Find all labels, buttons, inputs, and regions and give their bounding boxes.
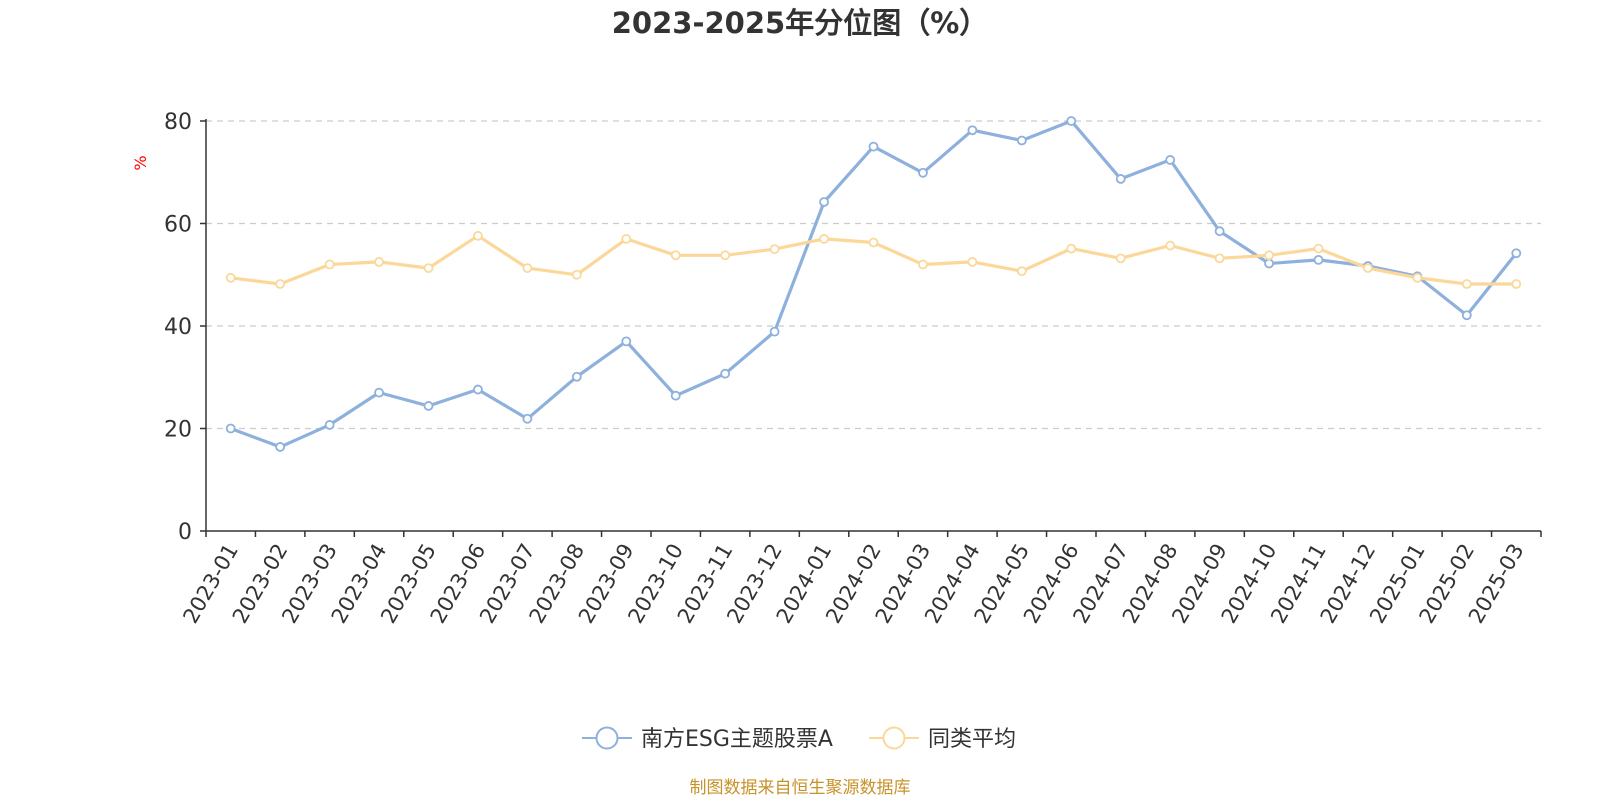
y-tick-label: 60 bbox=[164, 213, 192, 238]
y-tick-label: 40 bbox=[164, 315, 192, 340]
data-point bbox=[1264, 258, 1274, 269]
data-point bbox=[769, 244, 780, 255]
data-point bbox=[1066, 243, 1077, 254]
y-tick-labels: 0 20 40 60 80 bbox=[164, 110, 192, 545]
data-point bbox=[1066, 116, 1077, 126]
data-point bbox=[621, 233, 632, 244]
data-point bbox=[918, 167, 928, 178]
legend[interactable]: 南方ESG主题股票A 同类平均 bbox=[582, 726, 1016, 752]
series-line bbox=[230, 119, 1518, 449]
data-point bbox=[522, 263, 533, 273]
data-point bbox=[324, 420, 335, 430]
data-point bbox=[275, 442, 286, 452]
data-point bbox=[1511, 248, 1522, 259]
legend-marker bbox=[882, 726, 906, 750]
data-point bbox=[1264, 250, 1274, 261]
data-point bbox=[324, 259, 335, 270]
data-point bbox=[918, 259, 928, 270]
data-point bbox=[868, 141, 879, 152]
series-2 bbox=[225, 230, 1522, 289]
data-point bbox=[1461, 279, 1472, 289]
data-point bbox=[1412, 272, 1423, 283]
legend-item-1[interactable]: 南方ESG主题股票A bbox=[582, 726, 833, 752]
data-point bbox=[1016, 135, 1027, 146]
series-1 bbox=[225, 116, 1522, 452]
data-point bbox=[374, 257, 384, 267]
data-point bbox=[1461, 310, 1472, 321]
data-point bbox=[720, 250, 731, 261]
y-tick-label: 80 bbox=[164, 110, 192, 135]
data-point bbox=[967, 125, 978, 136]
data-point bbox=[1313, 243, 1324, 254]
data-point bbox=[819, 197, 829, 207]
data-point bbox=[819, 233, 829, 244]
data-point bbox=[1016, 266, 1027, 277]
series-lines bbox=[225, 116, 1522, 452]
data-point bbox=[1165, 240, 1176, 251]
legend-label: 南方ESG主题股票A bbox=[641, 727, 833, 752]
data-point bbox=[1115, 253, 1126, 264]
data-point bbox=[1115, 174, 1126, 184]
data-point bbox=[621, 336, 632, 347]
data-point bbox=[374, 387, 384, 398]
data-point bbox=[1214, 253, 1225, 264]
legend-item-2[interactable]: 同类平均 bbox=[869, 726, 1016, 752]
data-point bbox=[868, 237, 879, 248]
data-point bbox=[670, 250, 681, 261]
data-point bbox=[769, 326, 780, 337]
data-point bbox=[1363, 263, 1373, 273]
y-tick-label: 0 bbox=[178, 520, 192, 545]
legend-marker bbox=[595, 726, 619, 750]
data-point bbox=[473, 230, 483, 241]
data-point bbox=[473, 384, 483, 395]
data-point bbox=[571, 269, 582, 280]
data-point bbox=[1511, 279, 1522, 289]
data-point bbox=[670, 390, 681, 401]
data-point bbox=[720, 368, 731, 379]
y-axis-label: % bbox=[131, 155, 150, 170]
grid-lines bbox=[206, 120, 1541, 430]
axes bbox=[200, 119, 1542, 537]
chart-title: 2023-2025年分位图（%） bbox=[612, 6, 989, 40]
data-point bbox=[275, 279, 286, 289]
x-tick-labels: 2023-012023-022023-032023-042023-052023-… bbox=[178, 540, 1528, 628]
data-point bbox=[1214, 226, 1225, 237]
data-point bbox=[967, 257, 978, 267]
data-point bbox=[225, 423, 236, 434]
data-point bbox=[1165, 155, 1176, 165]
data-point bbox=[1313, 254, 1324, 265]
data-point bbox=[225, 272, 236, 283]
legend-label: 同类平均 bbox=[928, 727, 1016, 752]
data-point bbox=[571, 371, 582, 382]
source-credit: 制图数据来自恒生聚源数据库 bbox=[690, 778, 911, 798]
data-point bbox=[522, 413, 533, 424]
data-point bbox=[423, 263, 434, 273]
y-tick-label: 20 bbox=[164, 418, 192, 443]
data-point bbox=[423, 401, 434, 411]
